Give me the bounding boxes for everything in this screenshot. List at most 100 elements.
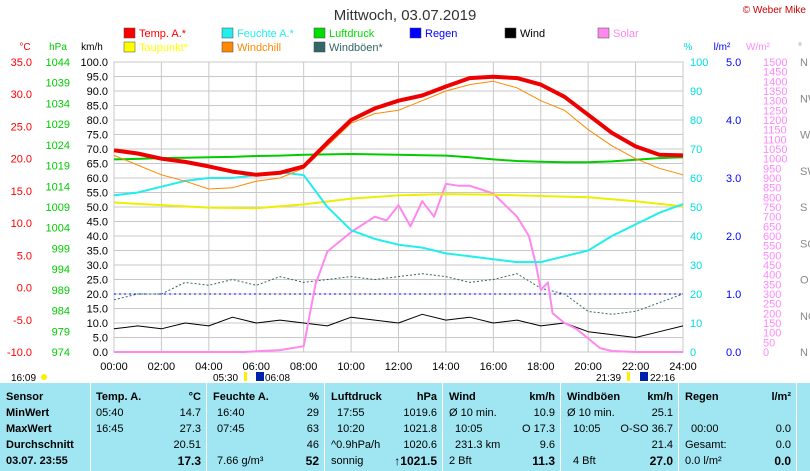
legend-swatch [221,27,234,39]
cell-feuchte-avg: 46 [306,439,319,451]
axis-tick-label: 1044 [46,57,70,69]
axis-tick-label: 95.0 [87,72,108,84]
axis-tick-label: NO [800,311,810,323]
axis-tick-label: 50 [763,337,775,349]
col-wind: Wind km/h Ø 10 min. 10.9 10:05 O 17.3 23… [442,383,561,471]
axis-tick-label: 1029 [46,119,70,131]
cell-boeen-current: 27.0 [649,454,673,468]
cell-feuchte-max: 63 [306,423,319,435]
axis-tick-label: 1019 [46,161,70,173]
legend-swatch [313,41,326,53]
axis-tick-label: 80 [690,115,702,127]
x-tick-label: 18:00 [527,361,555,373]
axis-tick-label: 1039 [46,78,70,90]
legend-label: Feuchte A.* [237,28,295,40]
axis-tick-label: N [800,347,808,359]
cell-druck-trend: ^0.9hPa/h [331,439,381,451]
header-feuchte-unit: % [309,391,319,403]
cell-wind-current: 11.3 [532,454,555,468]
legend-label: Windchill [237,42,281,54]
axis-tick-label: O [800,275,809,287]
cell-boeen-bft: 4 Bft [573,455,596,467]
x-tick-label: 24:00 [669,361,697,373]
axis-tick-label: 1004 [46,223,70,235]
cell-temp-max: 27.3 [179,423,201,435]
copyright-label: © Weber Mike [743,5,807,16]
col-luftdruck: Luftdruck hPa 17:55 1019.6 10:20 1021.8 … [324,383,443,471]
cell-wind-distance: 231.3 km [455,439,501,451]
axis-tick-label: S [800,202,807,214]
axis-tick-label: 5.0 [17,250,32,262]
axis-tick-label: 10.0 [11,218,32,230]
axis-tick-label: 1009 [46,202,70,214]
axis-tick-label: 250 [763,299,781,311]
sunset2-label: 22:16 [650,373,675,383]
axis-tick-label: 1500 [763,57,787,69]
axis-tick-label: 100 [763,328,781,340]
cell-druck-max: 1021.8 [403,423,437,435]
axis-tick-label: 750 [763,202,781,214]
axis-tick-label: 1200 [763,115,787,127]
header-sensor: Sensor [6,391,44,403]
axis-tick-label: 350 [763,279,781,291]
axis-tick-label: 1000 [763,154,787,166]
cell-wind-max-time: 10:05 [455,423,483,435]
x-tick-label: 20:00 [574,361,602,373]
series-line [113,193,684,210]
legend-swatch [597,27,610,39]
sunrise2-label: 06:08 [265,373,290,383]
axis-tick-label: 30 [690,260,702,272]
axis-tick-label: 0 [763,347,769,359]
axis-tick-label: 60.0 [87,173,108,185]
header-luftdruck-unit: hPa [416,391,437,403]
axis-tick-label: 40 [690,231,702,243]
axis-tick-label: 1350 [763,86,787,98]
cell-temp-min-time: 05:40 [96,407,124,419]
cell-regen-total-label: Gesamt: [685,439,727,451]
cell-regen-total: 0.0 [775,439,791,451]
x-tick-label: 02:00 [148,361,176,373]
axis-tick-label: 30.0 [87,260,108,272]
cell-wind-avg: 9.6 [539,439,555,451]
cell-regen-rate: 0.0 l/m² [685,455,722,467]
axis-tick-label: 35.0 [87,246,108,258]
axis-tick-label: 999 [52,243,70,255]
axis-tick-label: 1024 [46,140,70,152]
axis-tick-label: 10 [690,318,702,330]
weather-chart: Mittwoch, 03.07.2019 © Weber Mike °C 35.0 30… [7,5,810,383]
cell-wind-avg-label: Ø 10 min. [449,407,497,419]
axis-tick-label: N [800,57,808,69]
row-label-max: MaxWert [6,423,52,435]
header-boeen: Windböen [567,391,621,403]
axis-tick-label: 150 [763,318,781,330]
axis-tick-label: 5.0 [726,57,741,69]
axis-tick-label: 0.0 [726,347,741,359]
legend-swatch [123,41,136,53]
sun-icon [41,374,47,380]
x-tick-label: 08:00 [290,361,318,373]
cell-feuchte-current: 52 [305,454,319,468]
axis-tick-label: 1400 [763,76,787,88]
cell-boeen-avg: 21.4 [651,439,673,451]
col-feuchte: Feuchte A. % 16:40 29 07:45 63 46 7.66 g… [206,383,325,471]
axis-unit-label: hPa [49,42,67,53]
cell-wind-bft: 2 Bft [449,455,472,467]
axis-unit-label: l/m² [714,42,731,53]
series-line [113,80,684,190]
axis-tick-label: 35.0 [11,57,32,69]
axis-tick-label: 400 [763,270,781,282]
axis-tick-label: 550 [763,241,781,253]
axis-tick-label: 70 [690,144,702,156]
current-time-label: 16:09 [11,373,36,383]
header-temp-unit: °C [188,391,201,403]
col-boeen: Windböen km/h Ø 10 min. 25.1 10:05 O-SO … [560,383,679,471]
cell-temp-max-time: 16:45 [96,423,124,435]
series-line [113,153,684,164]
axis-tick-label: 994 [52,264,70,276]
axis-tick-label: 60 [690,173,702,185]
sunset-marker [627,372,630,381]
axis-tick-label: 100 [690,57,708,69]
legend-swatch [504,27,517,39]
cell-druck-max-time: 10:20 [337,423,365,435]
axis-tick-label: 100.0 [80,57,108,69]
